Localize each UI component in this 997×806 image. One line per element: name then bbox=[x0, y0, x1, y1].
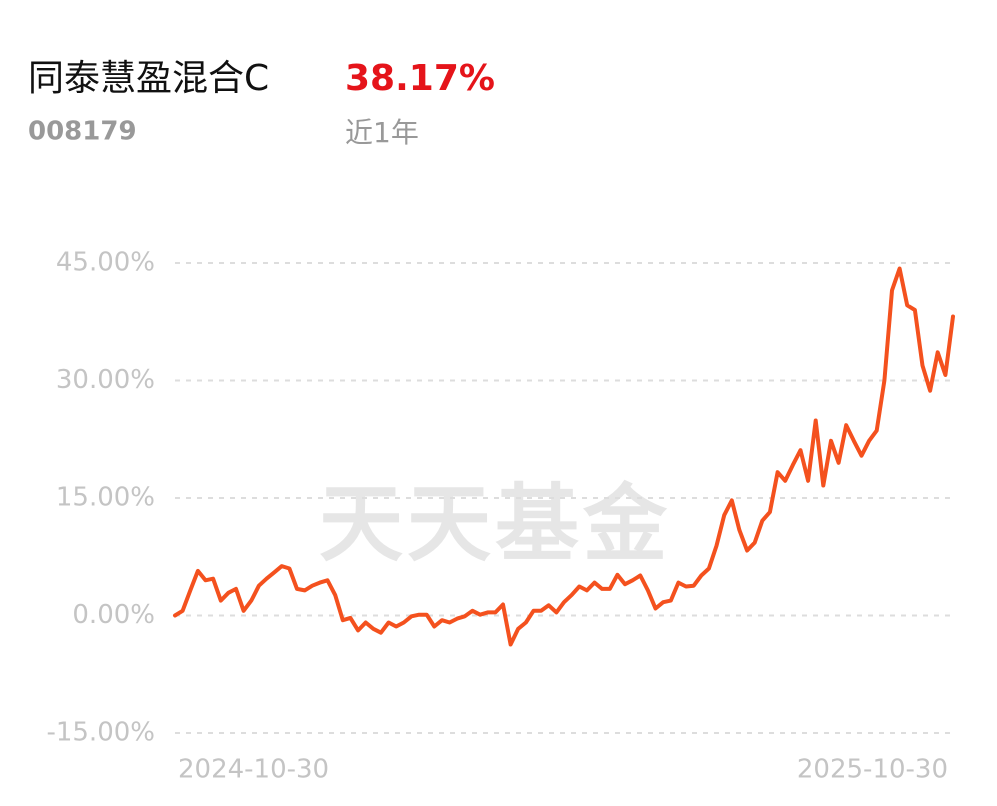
line bbox=[173, 266, 955, 647]
period: 近1年 bbox=[345, 116, 419, 149]
y-tick-label: 45.00% bbox=[56, 248, 155, 278]
y-tick-label: 15.00% bbox=[56, 483, 155, 513]
x-tick-label: 2024-10-30 bbox=[178, 755, 329, 785]
y-tick-label: 0.00% bbox=[72, 600, 155, 630]
y-tick-label: -15.00% bbox=[46, 718, 155, 748]
y-tick-label: 30.00% bbox=[56, 365, 155, 395]
fund-code: 008179 bbox=[28, 117, 137, 147]
fund-return: 38.17% bbox=[345, 58, 495, 99]
x-tick-label: 2025-10-30 bbox=[797, 755, 948, 785]
fund-name: 同泰慧盈混合C bbox=[28, 58, 269, 99]
watermark: 天天基金 bbox=[319, 475, 671, 573]
